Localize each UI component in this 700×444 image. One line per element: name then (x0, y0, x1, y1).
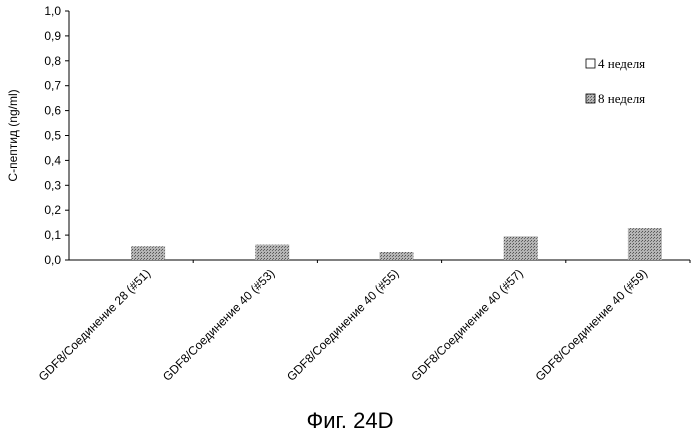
y-tick-label: 0,5 (44, 129, 61, 143)
legend-swatch-8-week (586, 94, 595, 103)
legend-label-4-week: 4 неделя (598, 56, 645, 71)
x-category-label: GDF8/Соединение 40 (#53) (160, 266, 277, 383)
legend-swatch-4-week (586, 59, 595, 68)
bar-8-week (255, 245, 289, 260)
legend-label-8-week: 8 неделя (598, 91, 645, 106)
bar-8-week (628, 228, 662, 260)
y-tick-label: 0,1 (44, 228, 61, 242)
bar-8-week (131, 246, 165, 260)
y-tick-label: 0,6 (44, 104, 61, 118)
y-tick-label: 0,8 (44, 54, 61, 68)
x-category-label: GDF8/Соединение 28 (#51) (36, 266, 153, 383)
y-tick-label: 0,3 (44, 178, 61, 192)
y-tick-label: 0,7 (44, 79, 61, 93)
bar-8-week (504, 236, 538, 260)
figure-caption: Фиг. 24D (0, 408, 700, 434)
y-axis-label: C-пептид (ng/ml) (6, 89, 20, 181)
x-category-label: GDF8/Соединение 40 (#57) (408, 266, 525, 383)
x-category-label: GDF8/Соединение 40 (#55) (284, 266, 401, 383)
y-tick-label: 0,9 (44, 29, 61, 43)
y-tick-label: 0,0 (44, 253, 61, 267)
bar-8-week (380, 252, 414, 260)
y-tick-label: 1,0 (44, 4, 61, 18)
y-tick-label: 0,2 (44, 203, 61, 217)
y-tick-label: 0,4 (44, 153, 61, 167)
x-category-label: GDF8/Соединение 40 (#59) (533, 266, 650, 383)
